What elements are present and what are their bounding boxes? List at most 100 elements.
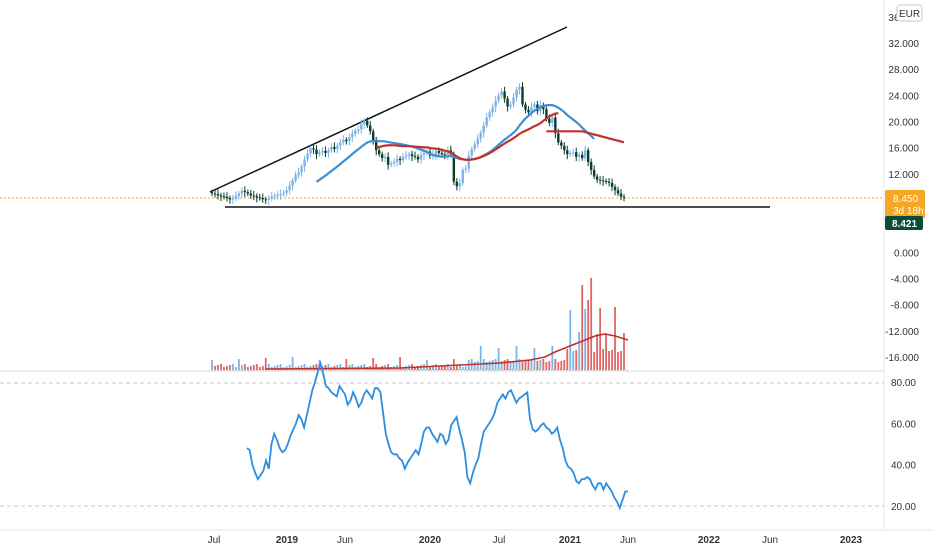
candle-body — [398, 158, 402, 161]
volume-bar — [473, 362, 476, 370]
candle-body — [255, 196, 258, 198]
candle-body — [389, 163, 393, 165]
candle-body — [610, 182, 614, 187]
time-tick-label: Jul — [493, 535, 506, 546]
candle-body — [440, 152, 444, 155]
candle-body — [494, 100, 497, 108]
volume-bar — [602, 349, 605, 370]
candle-body — [503, 91, 506, 99]
candle-body — [333, 147, 336, 149]
candle-body — [545, 109, 548, 119]
time-tick-label: Jun — [762, 535, 778, 546]
rsi-tick-label: 20.00 — [891, 502, 916, 513]
volume-bar — [211, 360, 213, 370]
volume-bar — [464, 366, 467, 370]
rsi-axis[interactable]: 80.00 60.00 40.00 20.00 — [891, 378, 916, 513]
candle-body — [598, 179, 602, 181]
volume-bar — [551, 346, 554, 370]
candle-body — [521, 86, 524, 105]
volume-bar — [261, 366, 264, 370]
price-axis[interactable]: 36.00032.00028.00024.00020.00016.00012.0… — [885, 13, 919, 364]
rsi-tick-label: 40.00 — [891, 461, 916, 472]
last-price-countdown: 3d 18h — [893, 206, 924, 217]
volume-bar — [315, 364, 318, 370]
candle-body — [542, 105, 545, 110]
volume-bar — [273, 366, 276, 370]
candle-body — [351, 133, 354, 138]
candle-body — [419, 154, 423, 160]
volume-bar — [276, 365, 279, 370]
volume-bar — [461, 367, 464, 370]
candle-body — [604, 181, 608, 183]
candle-body — [473, 144, 476, 149]
candle-body — [592, 169, 596, 177]
price-candles — [210, 82, 626, 205]
volume-bar — [596, 334, 599, 370]
candle-body — [386, 156, 390, 165]
volume-bar — [279, 364, 282, 370]
time-tick-label: 2022 — [698, 535, 721, 546]
candle-body — [616, 190, 620, 194]
volume-bar — [234, 367, 237, 370]
candle-body — [243, 190, 247, 193]
volume-bar — [590, 278, 593, 370]
candle-body — [240, 190, 244, 194]
time-axis[interactable]: Jul 2019 Jun 2020 Jul 2021 Jun 2022 Jun 2023 — [208, 535, 863, 546]
volume-bar — [312, 365, 315, 370]
volume-bar — [536, 361, 539, 370]
volume-bar — [545, 362, 548, 370]
candle-body — [527, 109, 530, 113]
candle-body — [566, 150, 569, 155]
volume-bar — [414, 367, 416, 370]
candle-body — [509, 104, 512, 107]
candle-body — [446, 150, 450, 155]
candle-body — [404, 155, 408, 157]
time-tick-label: Jun — [620, 535, 636, 546]
volume-ma-line — [264, 333, 629, 370]
volume-bar — [336, 365, 339, 370]
volume-bar — [432, 365, 434, 370]
candle-body — [500, 91, 503, 96]
candle-body — [282, 192, 285, 195]
currency-badge[interactable]: EUR — [896, 4, 923, 22]
candle-body — [554, 117, 557, 134]
volume-bar — [426, 360, 428, 370]
candle-body — [443, 154, 447, 156]
candle-body — [330, 147, 333, 151]
candle-body — [375, 140, 378, 151]
volume-bar — [623, 333, 625, 370]
candle-body — [491, 107, 494, 113]
time-tick-label: 2023 — [840, 535, 863, 546]
volume-bar — [339, 364, 342, 370]
volume-bar — [593, 352, 596, 370]
volume-bar — [572, 351, 575, 370]
candle-body — [294, 175, 297, 181]
volume-bar — [485, 362, 488, 370]
volume-bar — [226, 366, 228, 370]
upper-trendline[interactable] — [209, 26, 568, 193]
candle-body — [321, 150, 324, 153]
volume-bar — [300, 365, 303, 370]
candle-body — [482, 125, 485, 133]
volume-bar — [252, 365, 255, 370]
candle-body — [288, 185, 291, 191]
volume-bar — [220, 364, 222, 370]
volume-bar — [348, 365, 351, 370]
candle-body — [219, 195, 223, 197]
candle-body — [380, 154, 384, 159]
volume-bar — [599, 308, 602, 370]
price-tick-label: 0.000 — [894, 248, 919, 259]
candle-body — [551, 117, 554, 123]
volume-bar — [449, 367, 452, 370]
volume-bar — [575, 350, 578, 370]
price-tick-label: -4.000 — [891, 275, 920, 286]
candle-body — [345, 139, 348, 142]
volume-bar — [479, 346, 482, 370]
candle-body — [297, 172, 300, 176]
candle-body — [312, 148, 315, 150]
candle-body — [497, 95, 500, 101]
close-price-value: 8.421 — [892, 219, 917, 230]
candle-body — [285, 190, 288, 193]
